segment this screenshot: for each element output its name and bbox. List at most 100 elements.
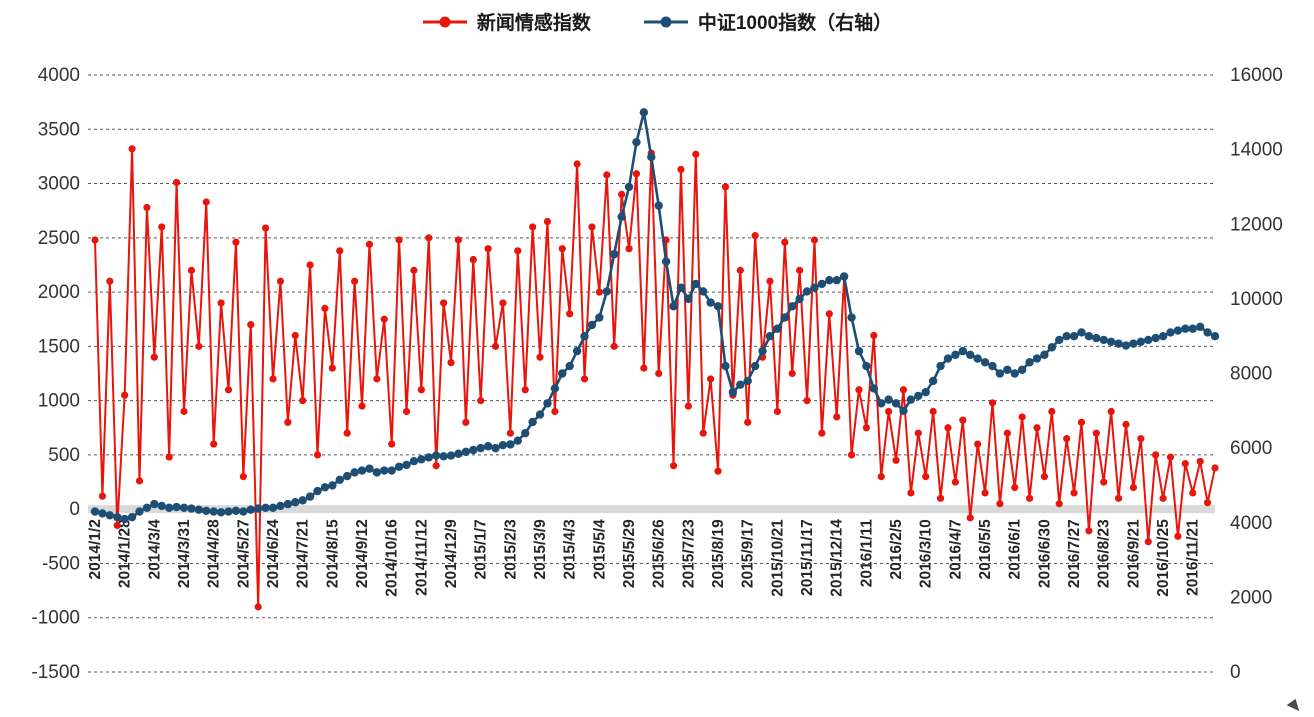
data-point-marker (914, 429, 922, 437)
x-tick-label: 2015/3/9 (532, 519, 549, 580)
data-point-marker (172, 502, 181, 512)
data-point-marker (936, 361, 945, 371)
y-left-tick-label: -500 (42, 553, 80, 574)
data-point-marker (216, 508, 226, 517)
data-point-marker (907, 489, 915, 497)
data-point-marker (247, 321, 255, 329)
data-point-marker (602, 287, 611, 296)
data-point-marker (1047, 343, 1057, 352)
data-point-marker (121, 391, 129, 399)
data-point-marker (640, 364, 648, 372)
data-point-marker (996, 500, 1004, 508)
data-point-marker (298, 496, 307, 505)
data-point-marker (179, 503, 189, 513)
x-tick-label: 2015/12/14 (829, 519, 846, 597)
data-point-marker (1099, 335, 1108, 345)
data-point-marker (654, 201, 663, 210)
data-point-marker (506, 429, 514, 437)
x-tick-label: 2015/7/23 (680, 519, 697, 588)
data-point-marker (529, 223, 537, 231)
data-point-marker (506, 440, 515, 449)
data-point-marker (217, 299, 225, 307)
data-point-marker (884, 395, 893, 404)
data-point-marker (655, 369, 663, 378)
data-point-marker (120, 514, 129, 524)
data-point-marker (1040, 350, 1049, 360)
data-point-marker (306, 261, 314, 269)
data-point-marker (854, 346, 864, 356)
data-point-marker (661, 257, 671, 266)
data-point-marker (639, 108, 649, 117)
x-tick-label: 2016/11/21 (1185, 519, 1202, 596)
data-point-marker (483, 442, 493, 451)
data-point-marker (566, 310, 574, 318)
x-tick-label: 2014/3/4 (146, 519, 163, 580)
data-point-marker (209, 507, 218, 516)
data-point-marker (254, 603, 262, 611)
data-point-marker (1121, 341, 1131, 350)
data-point-marker (699, 429, 707, 437)
data-point-marker (1136, 337, 1146, 346)
data-point-marker (521, 386, 529, 394)
y-right-tick-label: 14000 (1230, 140, 1283, 161)
data-point-marker (766, 277, 774, 285)
data-point-marker (202, 198, 210, 206)
data-point-marker (1100, 478, 1108, 486)
data-point-marker (847, 451, 856, 459)
y-left-tick-label: -1000 (31, 608, 80, 629)
data-point-marker (432, 462, 440, 470)
data-point-marker (707, 375, 715, 383)
data-point-marker (365, 464, 374, 473)
data-point-marker (187, 266, 196, 274)
data-point-marker (1129, 483, 1138, 492)
y-right-tick-label: 10000 (1230, 289, 1283, 310)
legend-item-index: 中证1000指数（右轴） (643, 8, 892, 35)
data-point-marker (387, 466, 396, 475)
x-tick-label: 2014/4/28 (206, 519, 223, 588)
data-point-marker (943, 354, 953, 363)
data-point-marker (728, 387, 738, 397)
data-point-marker (899, 406, 908, 416)
data-point-marker (395, 236, 403, 244)
y-right-tick-label: 4000 (1230, 513, 1272, 534)
y-left-tick-label: 3000 (38, 174, 80, 195)
data-point-marker (713, 302, 723, 311)
x-tick-label: 2016/9/21 (1125, 519, 1142, 588)
data-point-marker (291, 331, 299, 340)
data-point-marker (409, 456, 419, 466)
data-point-marker (202, 506, 211, 516)
data-point-marker (906, 395, 916, 404)
x-tick-label: 2015/9/17 (740, 519, 757, 588)
x-tick-label: 2015/11/17 (799, 519, 816, 596)
data-point-marker (150, 353, 158, 361)
data-point-marker (535, 410, 545, 419)
legend-marker-sentiment-icon (422, 16, 467, 27)
data-point-marker (632, 137, 641, 147)
data-point-marker (520, 429, 530, 438)
data-point-marker (721, 361, 730, 371)
x-tick-label: 2015/4/3 (562, 519, 579, 580)
data-point-marker (321, 304, 329, 312)
data-point-marker (1203, 499, 1212, 507)
data-point-marker (1017, 365, 1027, 374)
data-point-marker (988, 399, 997, 407)
data-point-marker (365, 240, 374, 248)
data-point-marker (795, 294, 804, 304)
data-point-marker (1033, 424, 1041, 432)
data-point-marker (91, 236, 99, 244)
data-point-marker (239, 473, 247, 481)
data-point-marker (484, 245, 492, 253)
y-left-tick-label: 2000 (38, 282, 80, 303)
data-point-marker (1062, 331, 1071, 341)
data-point-marker (469, 255, 477, 264)
legend-label-index: 中证1000指数（右轴） (697, 13, 893, 34)
data-point-marker (536, 353, 544, 361)
x-tick-label: 2015/2/3 (502, 519, 519, 580)
data-point-marker (1181, 459, 1189, 468)
data-point-marker (1069, 331, 1079, 341)
data-point-marker (342, 471, 352, 481)
data-point-marker (491, 443, 500, 453)
data-point-marker (617, 212, 626, 221)
data-point-marker (803, 397, 811, 405)
data-point-marker (839, 272, 849, 281)
